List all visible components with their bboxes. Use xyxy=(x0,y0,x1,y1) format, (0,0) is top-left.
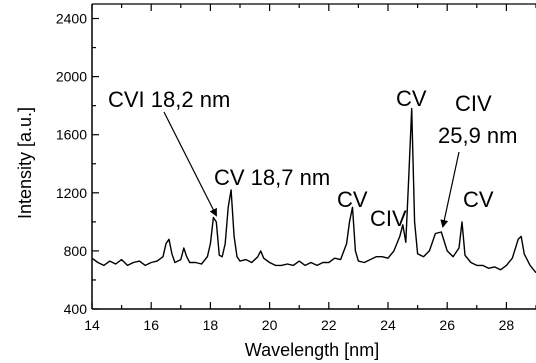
plot-background xyxy=(92,4,536,309)
annotation-cv-22-8: CV xyxy=(337,187,368,212)
arrow-civ-25-9 xyxy=(440,151,460,228)
y-tick-label: 800 xyxy=(64,243,88,259)
y-tick-label: 400 xyxy=(64,301,88,317)
arrow-cvi-18-2 xyxy=(163,111,217,217)
axes-frame xyxy=(91,3,536,310)
annotation-cv-18-7: CV 18,7 nm xyxy=(214,165,330,190)
y-tick-label: 1600 xyxy=(56,127,87,143)
y-tick-label: 1200 xyxy=(56,185,87,201)
x-tick-label: 26 xyxy=(439,317,455,333)
x-tick-label: 24 xyxy=(380,317,396,333)
x-tick-label: 14 xyxy=(84,317,100,333)
annotation-25-9-nm: 25,9 nm xyxy=(438,123,518,148)
annotation-cv-24-8: CV xyxy=(396,86,427,111)
annotation-cvi-18-2: CVI 18,2 nm xyxy=(108,87,230,112)
x-tick-label: 16 xyxy=(143,317,159,333)
annotation-civ-25-9: CIV xyxy=(455,91,492,116)
annotation-civ-24-5: CIV xyxy=(370,206,407,231)
x-tick-label: 22 xyxy=(321,317,337,333)
annotation-cv-26-5: CV xyxy=(463,187,494,212)
x-tick-label: 28 xyxy=(499,317,515,333)
tick-labels: 14 16 18 20 22 24 26 28 400 800 1200 1600 2000 2400 xyxy=(56,11,515,333)
axis-ticks xyxy=(91,4,536,310)
x-axis-title: Wavelength [nm] xyxy=(245,340,379,360)
x-tick-label: 20 xyxy=(262,317,278,333)
y-tick-label: 2400 xyxy=(56,11,87,27)
y-axis-title: Intensity [a.u.] xyxy=(15,107,35,219)
y-tick-label: 2000 xyxy=(56,69,87,85)
x-tick-label: 18 xyxy=(203,317,219,333)
spectrum-series-line xyxy=(91,107,536,274)
